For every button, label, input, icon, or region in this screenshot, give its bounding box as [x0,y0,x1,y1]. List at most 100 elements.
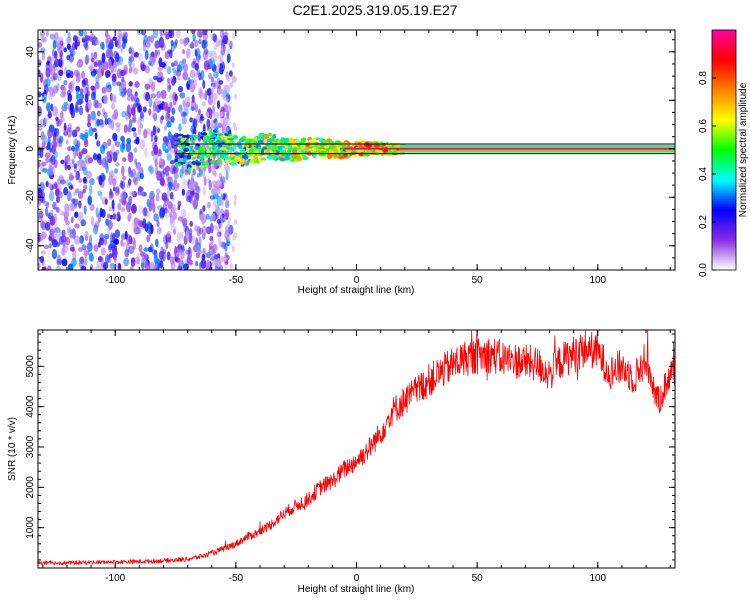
noise-speckle [146,211,150,218]
noise-speckle [212,104,215,115]
noise-speckle [169,216,174,225]
noise-speckle [121,242,127,247]
noise-speckle [159,260,164,269]
noise-speckle [97,190,102,196]
noise-speckle [156,77,163,83]
noise-speckle [226,119,230,126]
noise-speckle [148,98,152,105]
noise-speckle [133,52,140,58]
noise-speckle [168,92,173,101]
noise-speckle [153,102,156,112]
noise-speckle [51,229,57,239]
noise-speckle [170,203,176,214]
noise-speckle [83,258,88,266]
noise-speckle [141,257,145,269]
signal-cell [294,138,300,145]
signal-cell [258,132,264,138]
noise-speckle [150,93,157,99]
noise-speckle [55,116,59,122]
noise-speckle [47,128,53,139]
signal-cell [315,137,320,141]
noise-speckle [96,110,101,117]
noise-speckle [187,248,193,260]
noise-speckle [97,212,102,223]
signal-cell [239,137,245,140]
noise-speckle [178,123,182,132]
noise-speckle [68,202,74,212]
noise-speckle [50,103,54,112]
noise-speckle [113,254,117,263]
noise-speckle [106,151,110,160]
noise-speckle [177,86,184,93]
noise-speckle [40,250,46,255]
noise-speckle [127,95,131,102]
noise-speckle [173,164,179,175]
colorbar-label: Normalized spectral amplitude [738,82,749,217]
noise-speckle [79,132,84,140]
noise-speckle [112,177,117,187]
noise-speckle [210,76,214,83]
noise-speckle [143,247,149,252]
noise-speckle [188,180,195,191]
noise-speckle [66,127,73,138]
noise-speckle [65,220,70,226]
noise-speckle [167,131,172,141]
noise-speckle [223,102,227,109]
signal-cell [199,155,204,161]
noise-speckle [98,159,103,165]
noise-speckle [89,184,93,196]
noise-speckle [112,36,117,42]
noise-speckle [111,93,116,104]
noise-speckle [39,219,45,229]
noise-speckle [171,62,175,67]
noise-speckle [189,221,193,227]
signal-cell [191,160,196,165]
signal-cell [326,139,331,143]
noise-speckle [47,265,52,270]
noise-speckle [152,125,157,136]
noise-speckle [38,233,41,243]
noise-speckle [171,107,176,115]
signal-cell [220,146,227,151]
noise-speckle [76,90,80,101]
noise-speckle [205,252,211,259]
noise-speckle [44,152,51,159]
signal-cell [332,145,337,149]
noise-speckle [171,78,176,86]
noise-speckle [48,190,55,202]
noise-speckle [140,112,145,122]
noise-speckle [213,51,217,57]
noise-speckle [169,191,174,200]
noise-speckle [179,38,184,45]
noise-speckle [45,206,49,217]
noise-speckle [128,196,133,205]
signal-cell [296,155,301,160]
noise-speckle [128,81,133,87]
noise-speckle [167,181,173,188]
noise-speckle [133,147,138,153]
noise-speckle [61,85,67,96]
noise-speckle [110,65,114,74]
noise-speckle [86,250,90,256]
noise-speckle [194,103,198,113]
noise-speckle [150,224,154,235]
signal-cell [177,138,182,143]
noise-speckle [224,262,228,269]
noise-speckle [153,112,158,122]
noise-speckle [69,174,75,181]
noise-speckle [181,188,186,196]
noise-speckle [114,168,118,174]
noise-speckle [104,198,108,205]
noise-speckle [82,166,88,176]
noise-speckle [136,189,142,196]
noise-speckle [164,124,167,131]
noise-speckle [74,235,80,246]
noise-speckle [74,188,80,194]
noise-speckle [143,128,148,139]
noise-speckle [152,30,159,39]
noise-speckle [107,138,112,147]
noise-speckle [113,109,119,120]
noise-speckle [135,136,140,145]
noise-speckle [120,79,127,89]
signal-cell [235,156,240,160]
